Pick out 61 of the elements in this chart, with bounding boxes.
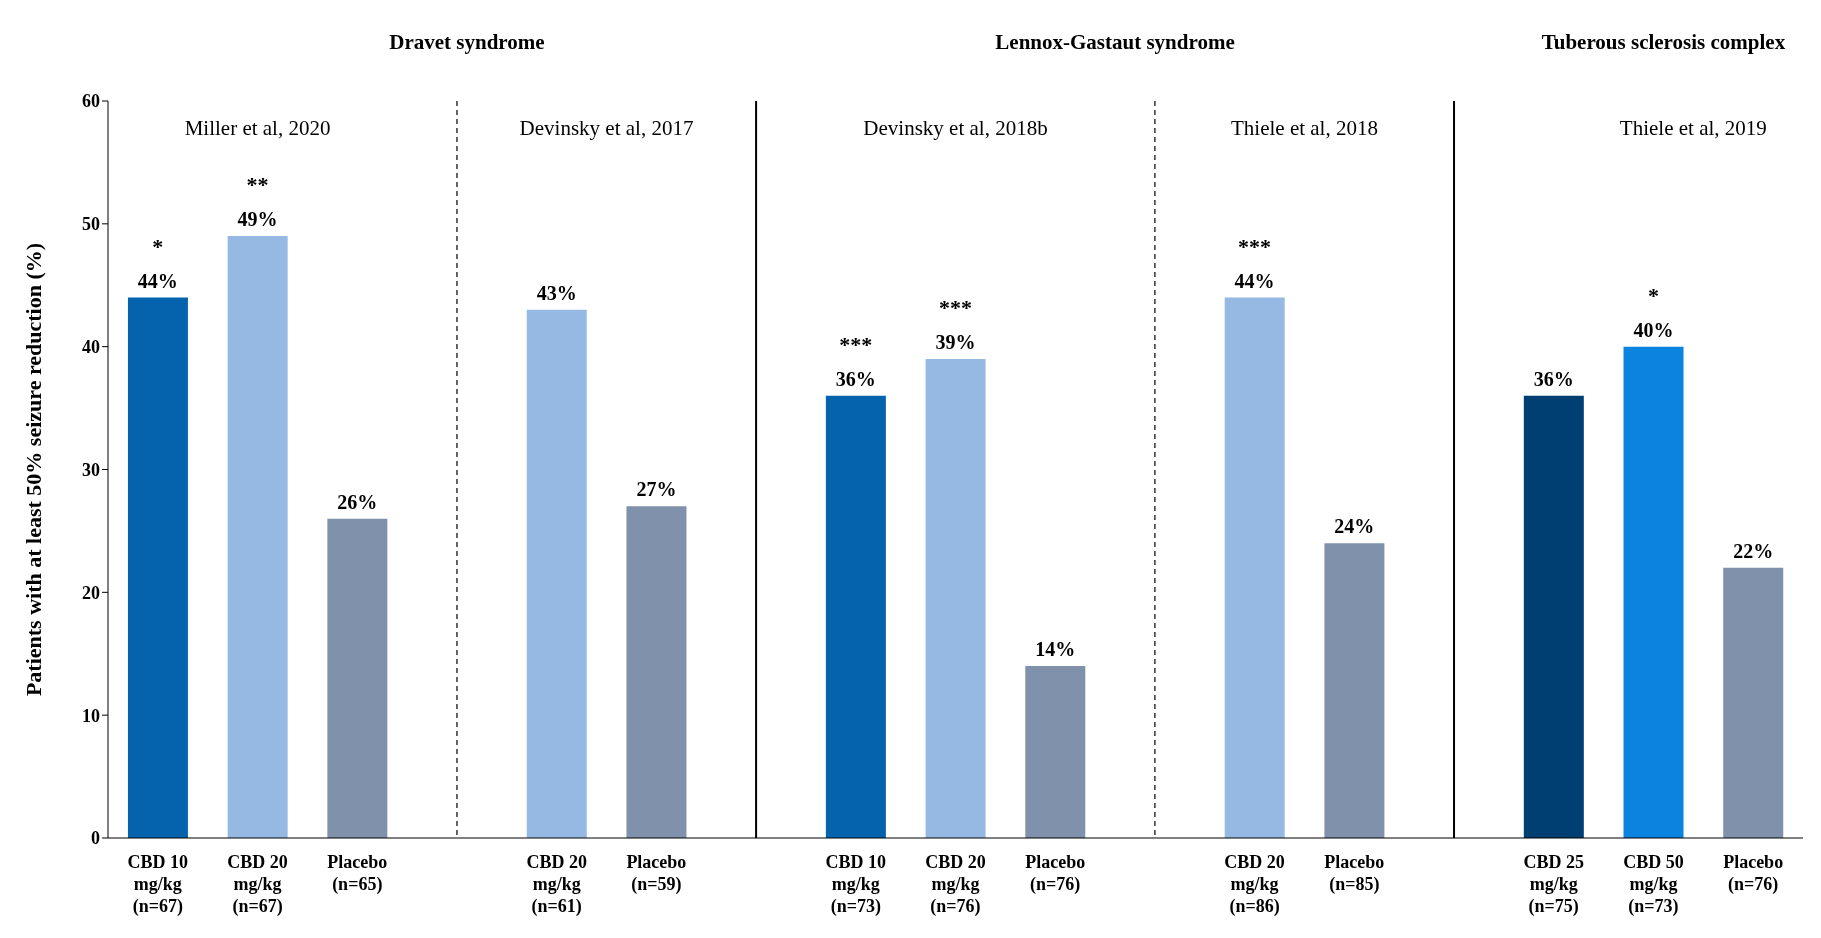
bar: [1324, 543, 1385, 838]
data-label: 44%: [1234, 269, 1275, 292]
annotation: **: [246, 172, 269, 198]
bar: [925, 358, 986, 838]
y-tick-label: 0: [91, 828, 100, 849]
data-label: 40%: [1633, 318, 1674, 341]
x-tick-label: Placebo (n=65): [327, 852, 388, 895]
annotation: Thiele et al, 2018: [1230, 116, 1378, 141]
x-tick-label: CBD 20 mg/kg (n=76): [925, 852, 986, 917]
x-tick-label: CBD 20 mg/kg (n=67): [227, 852, 288, 917]
y-tick-label: 60: [82, 91, 100, 112]
y-tick-label: 40: [82, 337, 100, 358]
bar: [526, 309, 587, 838]
annotation: ***: [939, 294, 972, 320]
y-tick-label: 50: [82, 214, 100, 235]
data-label: 26%: [337, 490, 378, 513]
x-tick-label: CBD 20 mg/kg (n=61): [526, 852, 587, 917]
text: Dravet syndrome: [389, 30, 545, 55]
annotation: *: [1647, 282, 1659, 308]
annotation: Devinsky et al, 2017: [519, 116, 694, 141]
y-tick-label: 30: [82, 459, 100, 480]
annotation: Thiele et al, 2019: [1619, 116, 1767, 141]
bar: [825, 395, 886, 838]
annotation: Miller et al, 2020: [184, 116, 331, 141]
x-tick-label: CBD 20 mg/kg (n=86): [1224, 852, 1285, 917]
data-label: 39%: [935, 330, 976, 353]
data-label: 36%: [1533, 367, 1574, 390]
bar: [1623, 346, 1684, 838]
annotation: Devinsky et al, 2018b: [863, 116, 1048, 141]
bar: [327, 518, 388, 838]
bar: [127, 297, 188, 838]
data-label: 36%: [835, 367, 876, 390]
x-tick-label: CBD 50 mg/kg (n=73): [1623, 852, 1684, 917]
x-tick-label: CBD 10 mg/kg (n=73): [825, 852, 887, 917]
x-tick-label: CBD 10 mg/kg (n=67): [127, 852, 189, 917]
x-tick-label: Placebo (n=59): [626, 852, 687, 895]
y-tick-label: 10: [82, 705, 100, 726]
data-label: 44%: [137, 269, 178, 292]
annotation: ***: [1238, 233, 1272, 259]
bar: [1224, 297, 1285, 838]
data-label: 43%: [536, 281, 577, 304]
bar: [1723, 567, 1784, 838]
data-label: 24%: [1334, 515, 1375, 538]
text: Tuberous sclerosis complex: [1541, 30, 1786, 55]
x-tick-label: Placebo (n=76): [1025, 852, 1086, 895]
data-label: 27%: [636, 478, 677, 501]
y-axis-title: Patients with at least 50% seizure reduction (%): [20, 242, 46, 697]
y-tick-label: 20: [82, 582, 100, 603]
bar: [626, 506, 687, 838]
annotation: *: [152, 233, 164, 259]
data-label: 49%: [237, 208, 278, 231]
bar: [227, 236, 288, 838]
x-tick-label: Placebo (n=76): [1723, 852, 1784, 895]
data-label: 14%: [1035, 638, 1076, 661]
data-label: 22%: [1733, 539, 1774, 562]
annotation: ***: [839, 331, 873, 357]
text: Lennox-Gastaut syndrome: [995, 30, 1235, 55]
x-tick-label: Placebo (n=85): [1324, 852, 1385, 895]
bar: [1025, 666, 1086, 838]
x-tick-label: CBD 25 mg/kg (n=75): [1523, 852, 1584, 917]
bar: [1523, 395, 1584, 838]
